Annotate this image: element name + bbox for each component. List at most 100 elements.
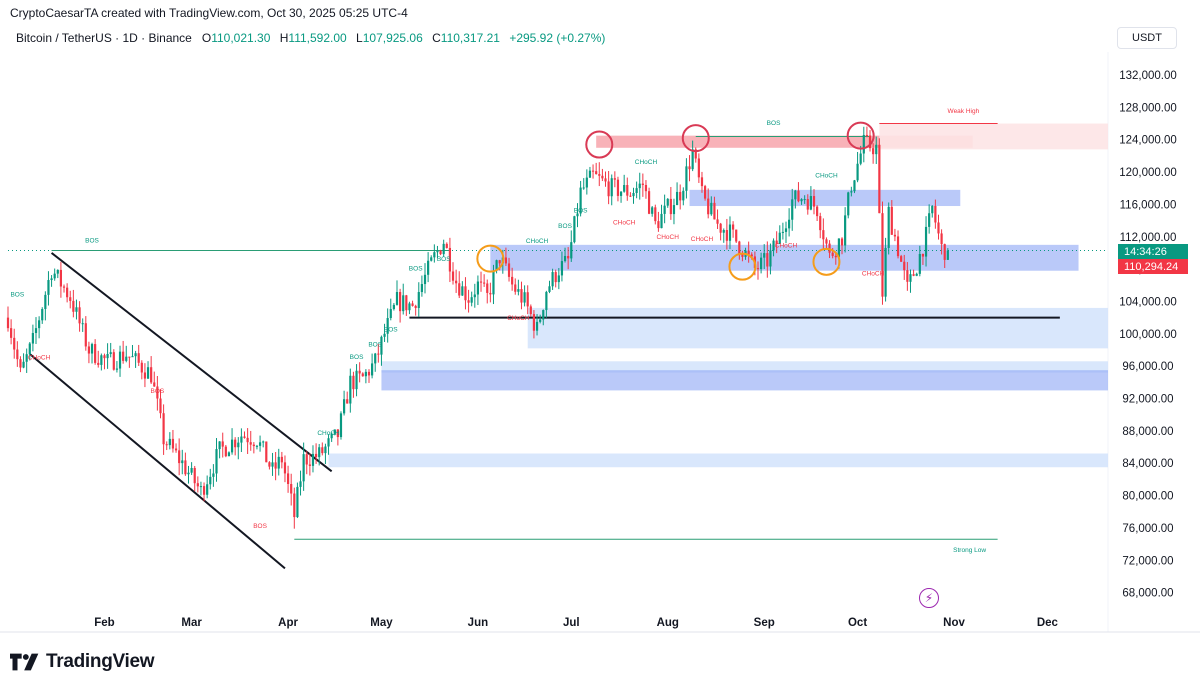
candle-body [626, 185, 629, 196]
candle-body [641, 183, 644, 185]
candle-body [227, 452, 231, 457]
lightning-icon[interactable]: ⚡ [919, 588, 939, 608]
candle-body [700, 177, 704, 187]
candle-body [395, 292, 399, 305]
candle-body [672, 205, 676, 215]
candle-body [507, 263, 511, 277]
time-axis: Feb Mar Apr May Jun Jul Aug Sep Oct Nov Dec [94, 617, 1058, 629]
candle-body [570, 242, 573, 259]
x-tick-label: May [370, 617, 393, 629]
candle-body [128, 356, 131, 358]
currency-selector[interactable]: USDT [1117, 27, 1177, 49]
candle-body [461, 286, 464, 296]
candle-body [629, 195, 632, 197]
candle-body [560, 261, 564, 276]
candle-body [610, 178, 613, 197]
candle-body [601, 175, 604, 179]
candle-body [140, 362, 143, 373]
candle-body [840, 238, 844, 246]
candle-body [296, 486, 299, 518]
label-bos: BOS [10, 292, 24, 299]
candle-body [423, 274, 427, 285]
candle-body [716, 219, 719, 224]
candle-body [137, 353, 140, 363]
candle-body [903, 261, 906, 271]
candle-body [647, 191, 651, 214]
candle-body [190, 467, 193, 473]
candle-body [62, 286, 66, 288]
candle-body [492, 270, 495, 295]
y-tick-label: 104,000.00 [1119, 296, 1177, 308]
candle-body [355, 370, 358, 390]
candle-body [44, 294, 47, 310]
candle-body [890, 206, 893, 235]
candle-body [386, 318, 389, 334]
price-axis: 132,000.00 128,000.00 124,000.00 120,000.00… [1119, 70, 1177, 600]
candle-body [414, 305, 417, 308]
candle-body [417, 292, 420, 308]
candle-body [735, 229, 738, 242]
candle-body [694, 149, 697, 159]
candle-body [277, 456, 280, 469]
candle-body [199, 486, 203, 488]
candle-body [327, 438, 330, 447]
candle-body [511, 276, 514, 285]
candle-body [523, 292, 526, 303]
candle-body [258, 442, 262, 446]
candle-body [78, 307, 81, 324]
candle-body [109, 352, 112, 355]
candle-body [84, 323, 87, 347]
candle-body [679, 191, 682, 201]
countdown-tag: 14:34:26 [1118, 244, 1188, 259]
label-choch: CHoCH [862, 271, 885, 278]
candle-body [703, 186, 707, 199]
zone-light [527, 307, 1108, 349]
candle-body [380, 336, 383, 355]
candle-body [707, 198, 710, 215]
y-tick-label: 72,000.00 [1122, 555, 1173, 567]
candle-body [532, 314, 536, 331]
candle-body [517, 289, 520, 292]
candle-body [122, 351, 125, 361]
close-value: 110,317.21 [440, 31, 500, 45]
candle-body [131, 356, 134, 358]
candle-body [436, 250, 439, 253]
candle-body [834, 255, 837, 258]
candle-body [738, 241, 741, 254]
candle-body [174, 448, 178, 451]
label-bos: BOS [384, 326, 398, 333]
candle-body [115, 368, 119, 370]
candle-body [747, 250, 750, 255]
x-tick-label: Apr [278, 617, 298, 629]
candle-body [31, 332, 34, 344]
candle-body [731, 224, 735, 230]
candle-body [286, 473, 290, 484]
candle-body [59, 269, 63, 287]
candle-body [442, 243, 445, 255]
candle-body [688, 166, 691, 170]
candle-body [171, 438, 175, 449]
candle-body [539, 319, 542, 322]
symbol-name[interactable]: Bitcoin / TetherUS · 1D · Binance [16, 31, 192, 45]
zone-light [381, 361, 1108, 373]
candle-body [470, 297, 473, 303]
label-bos: BOS [437, 256, 451, 263]
open-value: 110,021.30 [211, 31, 271, 45]
candle-body [56, 269, 59, 274]
candle-body [41, 309, 44, 321]
candle-body [143, 372, 147, 379]
candle-body [875, 144, 878, 155]
candle-body [844, 215, 847, 246]
candle-body [215, 449, 218, 474]
candle-body [13, 337, 16, 350]
candle-body [66, 287, 69, 298]
candle-body [476, 281, 480, 295]
low-value: 107,925.06 [362, 31, 423, 45]
label-choch: CHoCH [815, 173, 838, 180]
candle-body [146, 367, 150, 379]
candle-body [934, 205, 937, 223]
x-tick-label: Nov [943, 617, 965, 629]
candle-body [772, 240, 775, 251]
candle-body [657, 221, 660, 229]
